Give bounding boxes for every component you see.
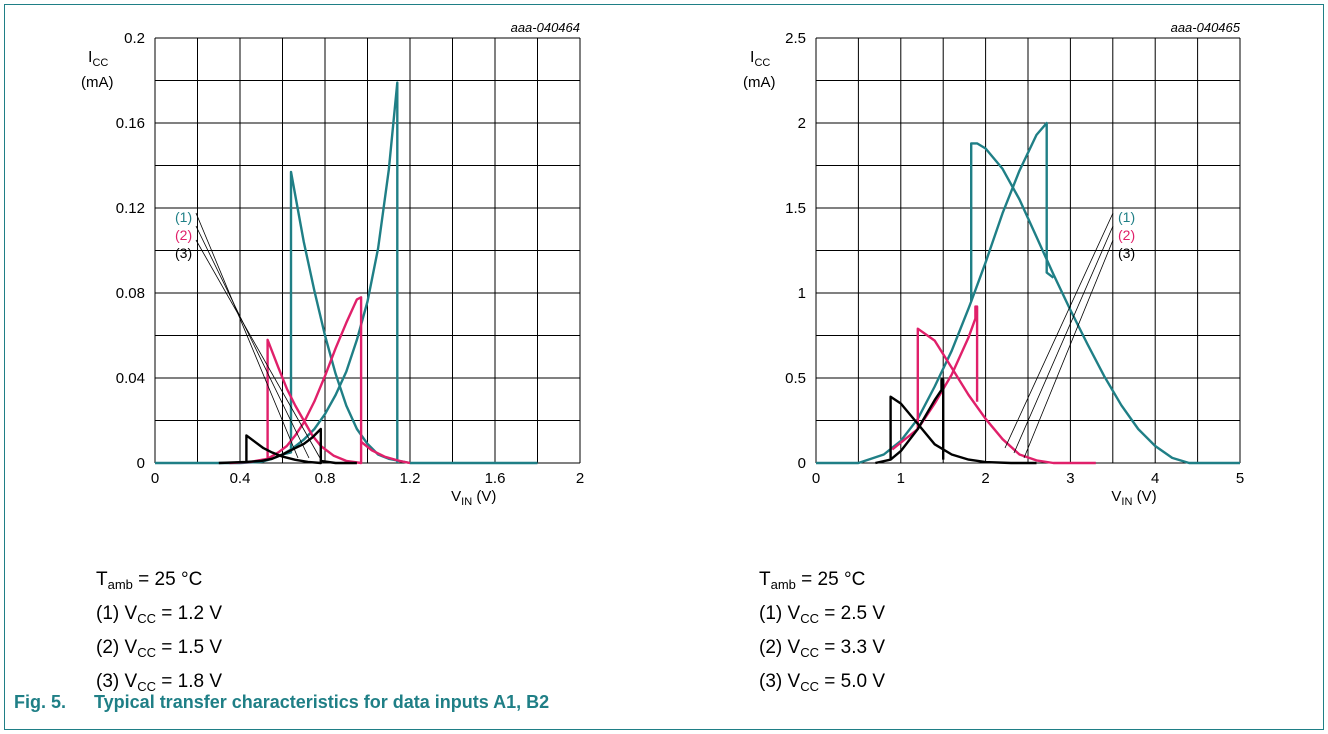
y-tick-label: 0.2 xyxy=(124,30,145,47)
series-line xyxy=(970,121,1055,302)
condition-2: (2) VCC = 1.5 V xyxy=(96,637,222,660)
y-tick-label: 0 xyxy=(137,455,145,472)
legend-label-3: (3) xyxy=(1118,245,1135,261)
legend-leader-line xyxy=(1023,239,1114,459)
series-line xyxy=(271,81,399,463)
tamb-note: Tamb = 25 °C xyxy=(759,569,866,592)
y-axis-label-sub: CC xyxy=(92,57,108,69)
y-axis-label-sub: CC xyxy=(754,57,770,69)
grid xyxy=(815,37,1241,464)
y-tick-label: 0 xyxy=(798,455,806,472)
series-line xyxy=(916,305,979,430)
chart-code: aaa-040464 xyxy=(511,20,580,35)
y-tick-label: 1.5 xyxy=(785,200,806,217)
x-tick-label: 2 xyxy=(576,470,584,487)
figure-title: Typical transfer characteristics for dat… xyxy=(94,692,550,712)
y-tick-label: 2 xyxy=(798,115,806,132)
x-tick-label: 1.6 xyxy=(485,470,506,487)
y-axis-unit: (mA) xyxy=(81,74,114,91)
series-line xyxy=(360,440,411,465)
x-axis-label-sub: IN xyxy=(461,496,472,508)
chart-right: 0 1 2 3 4 5 0 0.5 1 1.5 2 2.5 aaa-040465 ICC (mA) VIN (… xyxy=(743,20,1244,508)
y-tick-label: 0.5 xyxy=(785,370,806,387)
x-tick-label: 1 xyxy=(897,470,905,487)
y-axis-unit: (mA) xyxy=(743,74,776,91)
y-tick-label: 0.08 xyxy=(116,285,145,302)
legend-leader-line xyxy=(1004,212,1114,449)
x-tick-label: 3 xyxy=(1066,470,1074,487)
legend-label-2: (2) xyxy=(1118,227,1135,243)
legend-leader-line xyxy=(195,225,310,459)
legend-label-1: (1) xyxy=(175,209,192,225)
x-axis-label-unit: (V) xyxy=(472,488,496,505)
figure-caption: Fig. 5. Typical transfer characteristics … xyxy=(14,692,549,713)
chart-left: 0 0.4 0.8 1.2 1.6 2 0 0.04 0.08 0.12 0.16 0.2 aaa-04… xyxy=(81,20,584,508)
x-tick-label: 4 xyxy=(1151,470,1159,487)
legend-label-1: (1) xyxy=(1118,209,1135,225)
x-axis-label: VIN (V) xyxy=(1111,488,1156,508)
x-tick-label: 0.4 xyxy=(230,470,251,487)
y-tick-label: 0.04 xyxy=(116,370,145,387)
series-line xyxy=(875,395,1037,465)
x-tick-label: 0 xyxy=(151,470,159,487)
x-tick-label: 0.8 xyxy=(315,470,336,487)
figure-frame xyxy=(4,4,1324,730)
x-axis-label-sub: IN xyxy=(1121,496,1132,508)
x-tick-label: 5 xyxy=(1236,470,1244,487)
condition-2: (2) VCC = 3.3 V xyxy=(759,637,885,660)
condition-3: (3) VCC = 5.0 V xyxy=(759,671,885,694)
x-tick-label: 2 xyxy=(981,470,989,487)
y-tick-label: 1 xyxy=(798,285,806,302)
legend-leader-line xyxy=(1013,225,1114,454)
chart-code: aaa-040465 xyxy=(1171,20,1241,35)
legend-label-3: (3) xyxy=(175,245,192,261)
x-axis-label-unit: (V) xyxy=(1132,488,1156,505)
series-line xyxy=(320,459,357,465)
conditions-right: Tamb = 25 °C (1) VCC = 2.5 V (2) VCC = 3… xyxy=(759,563,885,699)
series-line xyxy=(891,327,1096,465)
grid xyxy=(154,37,581,464)
condition-1: (1) VCC = 2.5 V xyxy=(759,603,885,626)
y-tick-label: 0.12 xyxy=(116,200,145,217)
condition-1: (1) VCC = 1.2 V xyxy=(96,603,222,626)
legend-label-2: (2) xyxy=(175,227,192,243)
condition-3: (3) VCC = 1.8 V xyxy=(96,671,222,694)
y-axis-label: ICC xyxy=(750,49,770,69)
y-tick-label: 0.16 xyxy=(116,115,145,132)
y-tick-label: 2.5 xyxy=(785,30,806,47)
conditions-left: Tamb = 25 °C (1) VCC = 1.2 V (2) VCC = 1… xyxy=(96,563,222,699)
x-tick-label: 1.2 xyxy=(400,470,421,487)
series-line xyxy=(889,378,945,461)
figure-number: Fig. 5. xyxy=(14,692,67,712)
legend-leader-line xyxy=(195,212,299,459)
tamb-note: Tamb = 25 °C xyxy=(96,569,203,592)
x-tick-label: 0 xyxy=(812,470,820,487)
series-line xyxy=(218,427,322,465)
legend-leader-line xyxy=(195,239,321,459)
